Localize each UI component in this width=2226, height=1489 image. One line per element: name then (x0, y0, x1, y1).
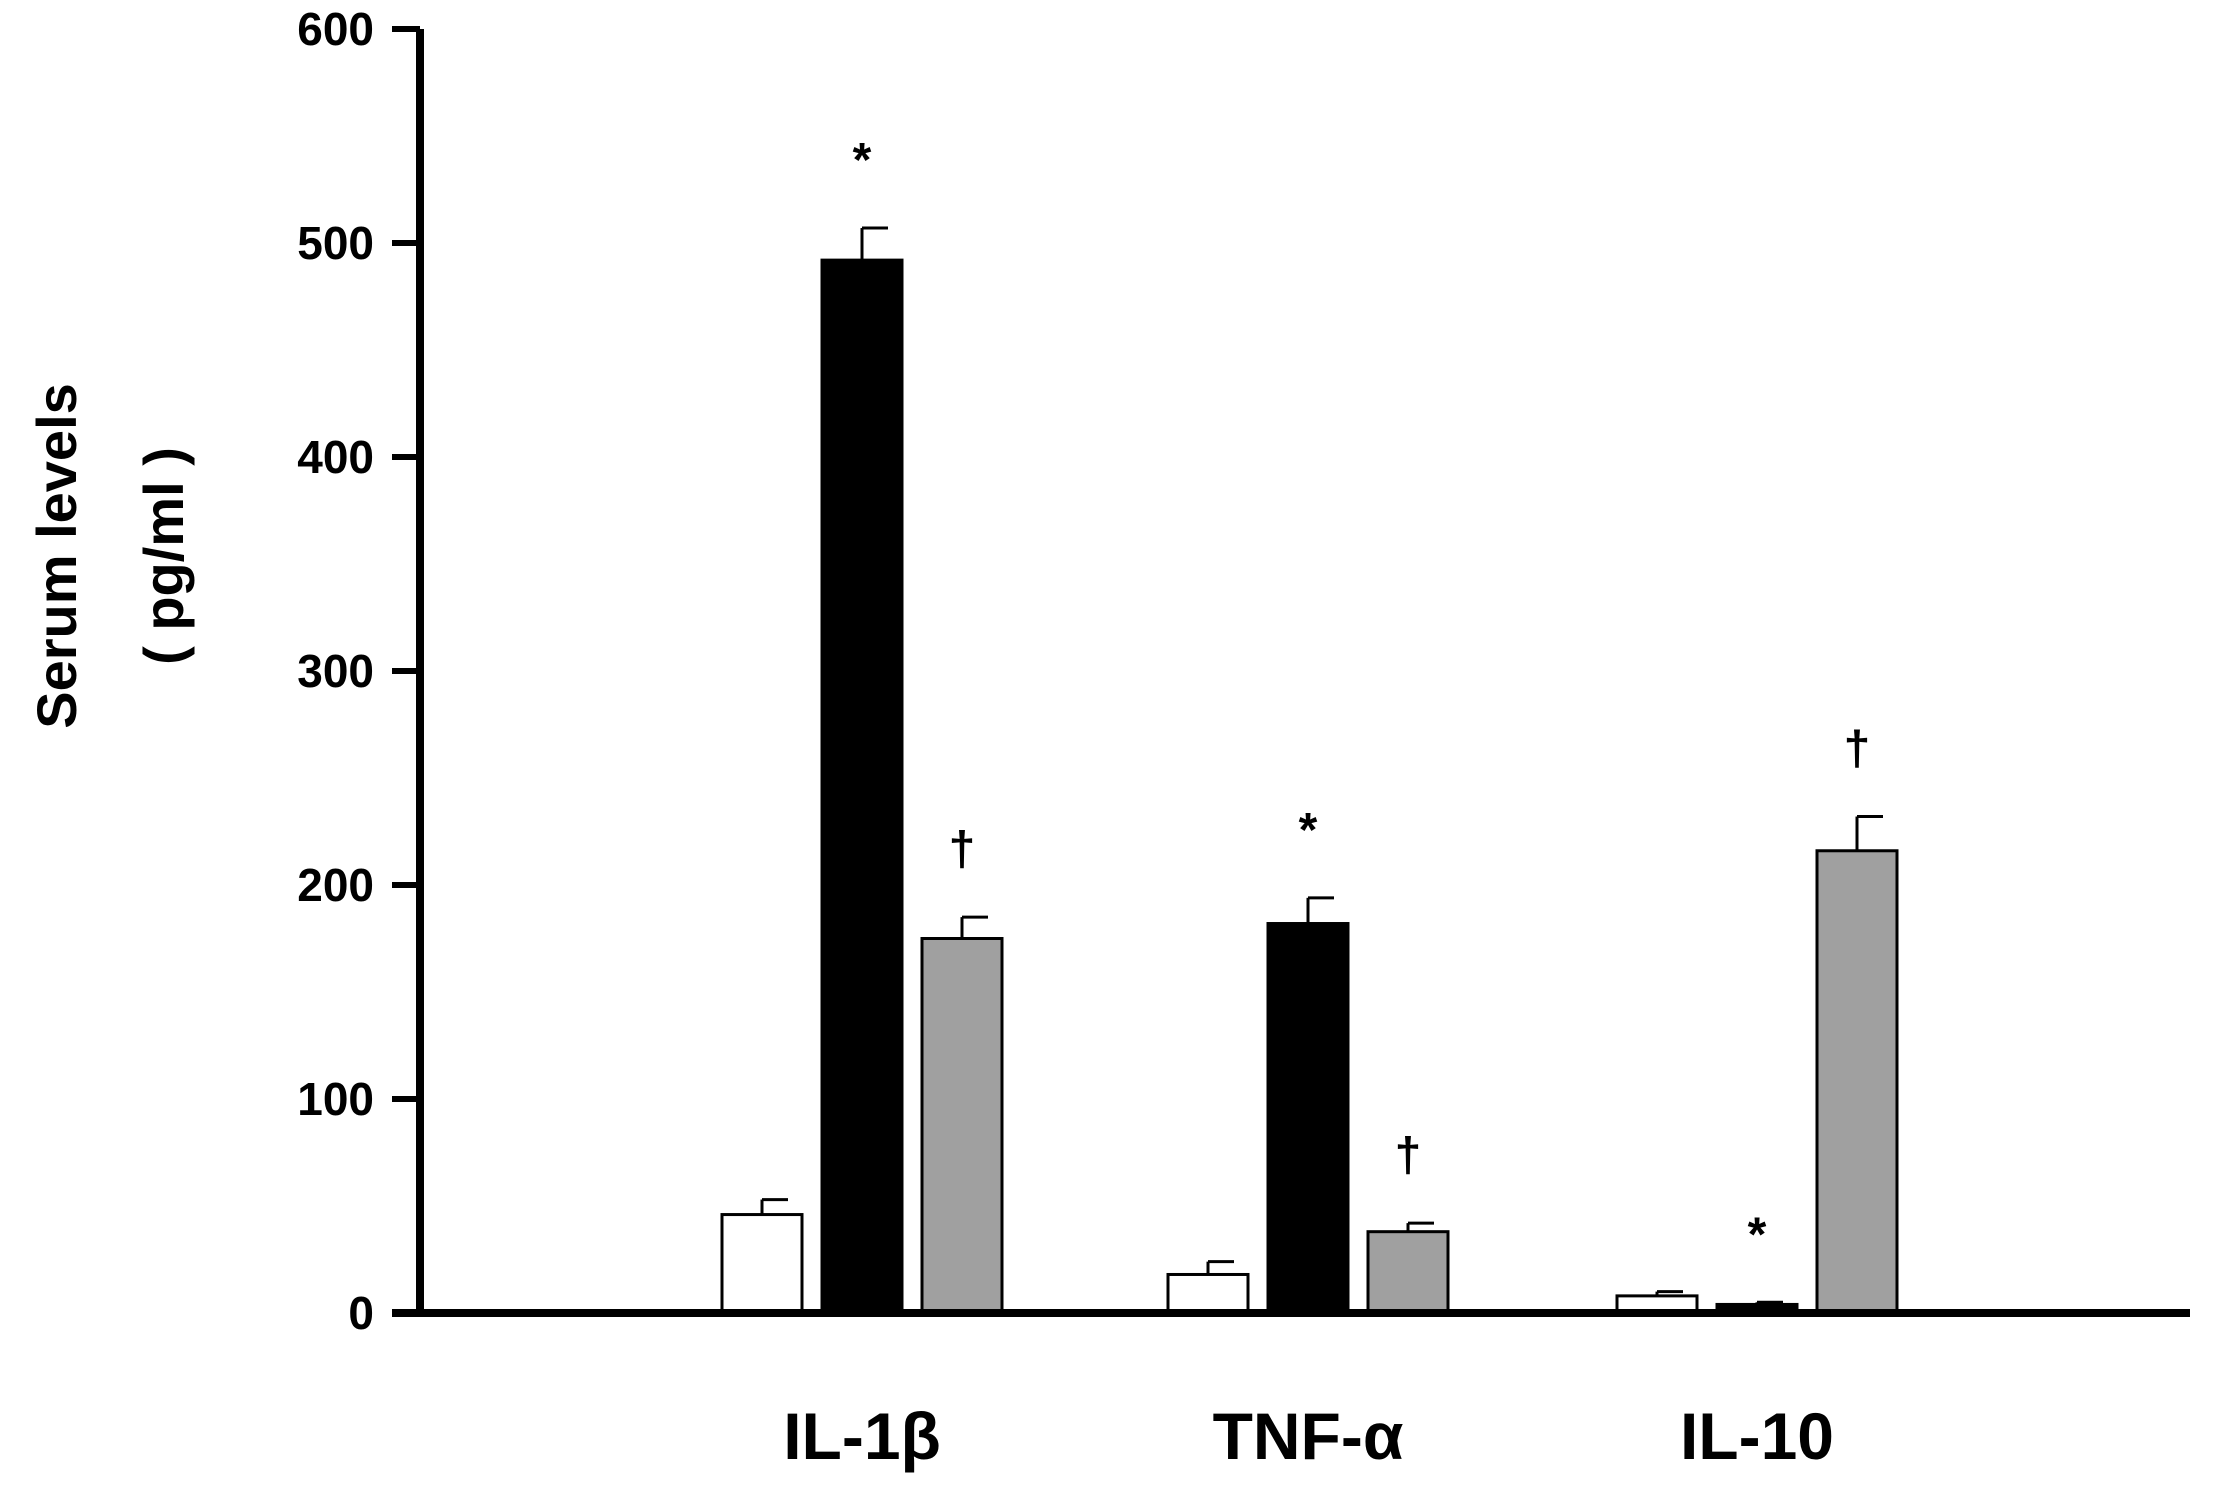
y-tick-label-600: 600 (297, 3, 374, 55)
y-axis-title-line-2: ( pg/ml ) (132, 447, 195, 665)
y-tick-label-400: 400 (297, 431, 374, 483)
bar-group-3-0 (920, 937, 1004, 1315)
y-tick-label-200: 200 (297, 859, 374, 911)
y-tick-label-300: 300 (297, 645, 374, 697)
bar-group-2-1 (1266, 922, 1350, 1315)
y-axis-title: Serum levels ( pg/ml ) (25, 383, 195, 729)
significance-mark-group-2-1: * (1299, 804, 1318, 857)
x-category-label-0: IL-1β (783, 1399, 941, 1473)
significance-mark-group-3-2: † (1844, 723, 1871, 776)
x-axis: IL-1β TNF-α IL-10 (392, 1309, 2190, 1473)
y-tick-label-100: 100 (297, 1073, 374, 1125)
significance-mark-group-3-1: † (1395, 1129, 1422, 1182)
x-category-label-2: IL-10 (1680, 1399, 1834, 1473)
significance-mark-group-3-0: † (949, 823, 976, 876)
y-tick-label-500: 500 (297, 217, 374, 269)
bar-group-3-2 (1815, 849, 1899, 1315)
x-category-label-1: TNF-α (1213, 1399, 1404, 1473)
significance-mark-group-2-2: * (1748, 1208, 1767, 1261)
bar-group-2-0 (820, 258, 904, 1315)
significance-mark-group-2-0: * (853, 134, 872, 187)
bars-layer: * † * † * † (720, 134, 1899, 1315)
bar-group-1-1 (1166, 1272, 1250, 1315)
y-axis-title-line-1: Serum levels (25, 383, 88, 729)
y-axis: 0 100 200 300 400 500 600 (297, 3, 424, 1339)
y-tick-label-0: 0 (348, 1287, 374, 1339)
bar-group-1-0 (720, 1213, 804, 1315)
bar-group-3-1 (1366, 1230, 1450, 1315)
